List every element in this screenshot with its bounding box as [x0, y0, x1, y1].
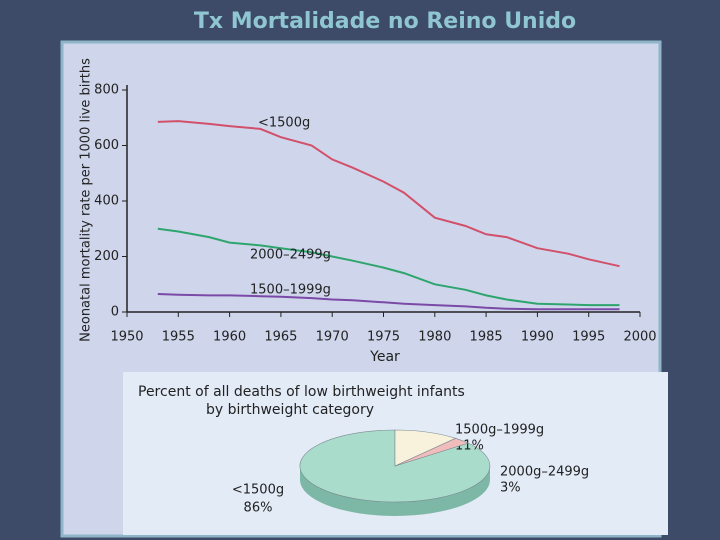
x-tick-label: 1960 — [213, 330, 246, 345]
pie-category-label: <1500g — [232, 483, 284, 498]
pie-slice — [394, 437, 470, 467]
pie-value-label: 3% — [500, 481, 521, 496]
y-tick-label: 400 — [94, 194, 119, 209]
y-tick-label: 0 — [111, 305, 119, 320]
x-axis-label: Year — [369, 349, 400, 365]
y-tick-label: 600 — [94, 138, 119, 153]
series-label: 1500–1999g — [250, 283, 331, 298]
pie-value-label: 86% — [244, 501, 273, 516]
series-label: <1500g — [258, 116, 310, 131]
series-line — [157, 293, 620, 311]
pie-category-label: 2000g–2499g — [500, 465, 589, 480]
y-axis-label: Neonatal mortality rate per 1000 live bi… — [79, 58, 94, 342]
series-line — [157, 120, 620, 268]
x-tick-label: 1950 — [110, 330, 143, 345]
y-tick-label: 800 — [94, 83, 119, 98]
x-tick-label: 1990 — [521, 330, 554, 345]
x-tick-label: 1980 — [418, 330, 451, 345]
x-tick-label: 1995 — [572, 330, 605, 345]
y-tick-label: 200 — [94, 249, 119, 264]
pie-title: by birthweight category — [206, 402, 374, 418]
x-tick-label: 1975 — [367, 330, 400, 345]
pie-title: Percent of all deaths of low birthweight… — [138, 384, 465, 400]
x-tick-label: 2000 — [623, 330, 656, 345]
series-line — [157, 227, 620, 307]
x-tick-label: 1985 — [470, 330, 503, 345]
x-tick-label: 1970 — [316, 330, 349, 345]
series-label: 2000–2499g — [250, 248, 331, 263]
pie-category-label: 1500g–1999g — [455, 423, 544, 438]
pie-slice — [394, 429, 457, 467]
x-tick-label: 1965 — [264, 330, 297, 345]
slide-title: Tx Mortalidade no Reino Unido — [194, 9, 576, 34]
x-tick-label: 1955 — [162, 330, 195, 345]
